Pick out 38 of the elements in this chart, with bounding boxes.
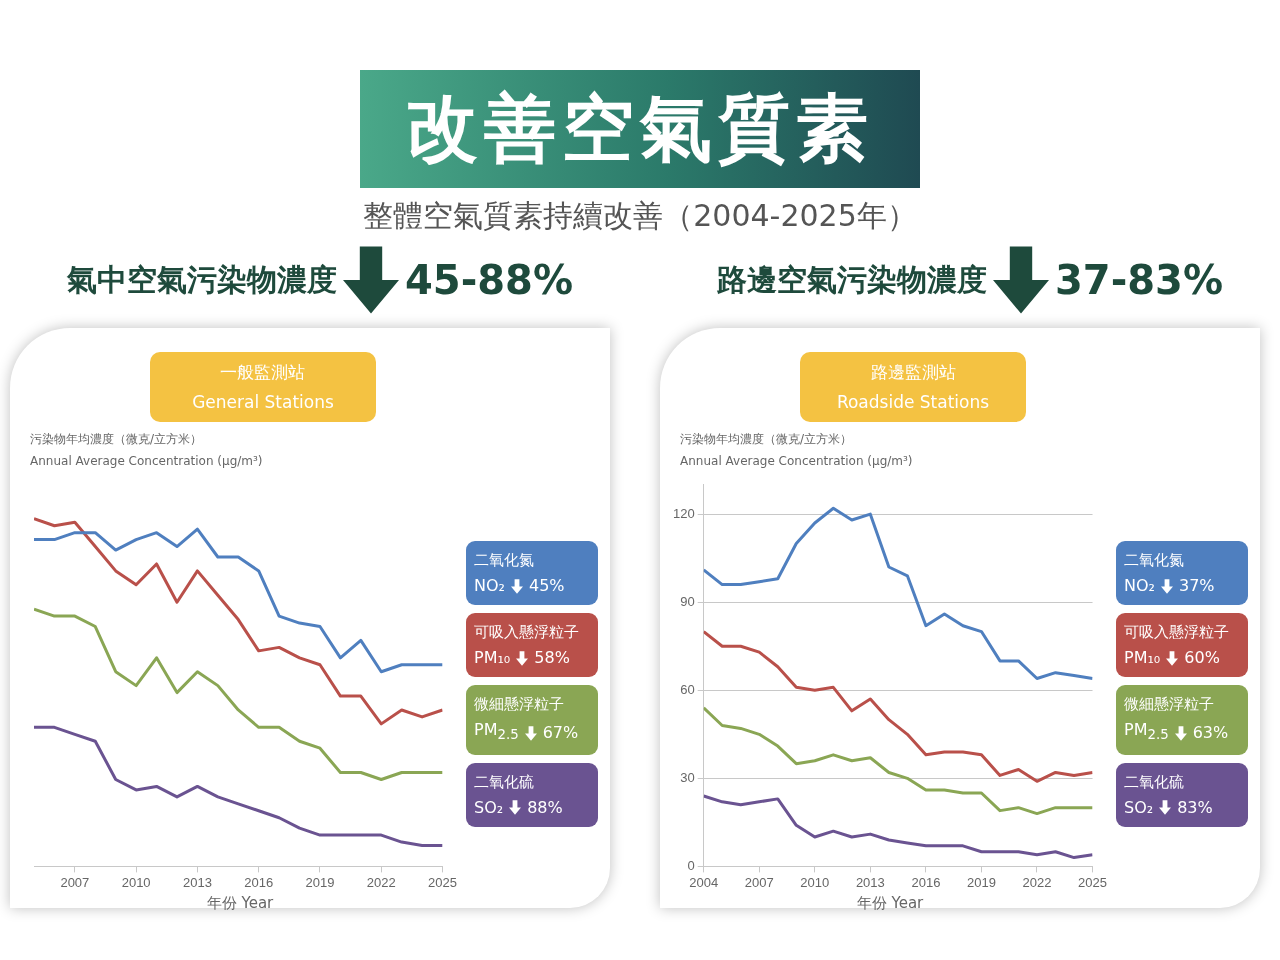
x-tick-label: 2010 [800,874,830,890]
text: 二氧化硫 SO₂ 88% [474,772,563,817]
chart-title: 一般監測站 General Stations [150,352,376,422]
x-tick-label: 2019 [305,874,335,890]
x-axis-title: 年份 Year [855,894,925,913]
y-tick-label: 0 [687,857,695,873]
x-tick-label: 2016 [244,874,274,890]
text: 二氧化氮 NO₂ 37% [1124,551,1215,596]
x-axis-title: 年份 Year [205,894,275,913]
x-tick-label: 2019 [966,874,996,890]
text: 二氧化硫 SO₂ 83% [1124,772,1213,817]
text: 可吸入懸浮粒子 PM₁₀ 60% [1124,623,1229,668]
x-tick-label: 2013 [855,874,885,890]
x-tick-label: 2010 [121,874,151,890]
y-axis-title: 污染物年均濃度（微克/立方米） Annual Average Concentration (μg/m³) [30,431,263,470]
x-tick-label: 2013 [182,874,212,890]
y-tick-label: 120 [672,505,695,521]
x-tick-label: 2022 [1022,874,1052,890]
text: 改善空氣質素 [360,70,920,188]
x-tick-label: 2007 [60,874,90,890]
x-tick-label: 2007 [744,874,774,890]
x-tick-label: 2025 [428,874,457,890]
y-tick-label: 60 [680,681,695,697]
y-axis-title: 污染物年均濃度（微克/立方米） Annual Average Concentration (μg/m³) [680,431,913,470]
x-tick-label: 2025 [1078,874,1107,890]
text: 微細懸浮粒子 PM$_{2.5}$ 63% [1124,695,1229,743]
y-tick-label: 90 [680,593,695,609]
y-tick-label: 30 [680,769,695,785]
text: 路邊空氣污染物濃度 37-83% [716,257,1223,303]
text: 可吸入懸浮粒子 PM₁₀ 58% [474,623,579,668]
text: 二氧化氮 NO₂ 45% [474,551,565,596]
text: 整體空氣質素持續改善（2004-2025年） [362,197,918,235]
chart-title: 路邊監測站 Roadside Stations [800,352,1026,422]
x-tick-label: 2004 [689,874,719,890]
x-tick-label: 2022 [366,874,396,890]
text: 氣中空氣污染物濃度 45-88% [66,257,573,303]
x-tick-label: 2016 [911,874,941,890]
text: 微細懸浮粒子 PM$_{2.5}$ 67% [474,695,579,743]
